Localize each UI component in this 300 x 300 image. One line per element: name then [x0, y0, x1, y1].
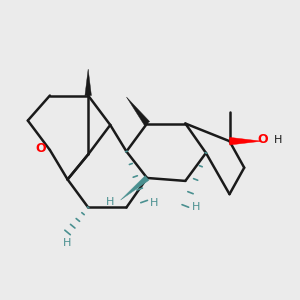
Text: H: H [106, 196, 114, 206]
Polygon shape [121, 176, 149, 200]
Polygon shape [126, 97, 150, 125]
Polygon shape [85, 69, 92, 95]
Polygon shape [230, 137, 262, 145]
Text: H: H [191, 202, 200, 212]
Text: O: O [35, 142, 46, 155]
Text: O: O [257, 133, 268, 146]
Text: H: H [274, 135, 282, 145]
Text: H: H [150, 198, 159, 208]
Text: H: H [63, 238, 71, 248]
